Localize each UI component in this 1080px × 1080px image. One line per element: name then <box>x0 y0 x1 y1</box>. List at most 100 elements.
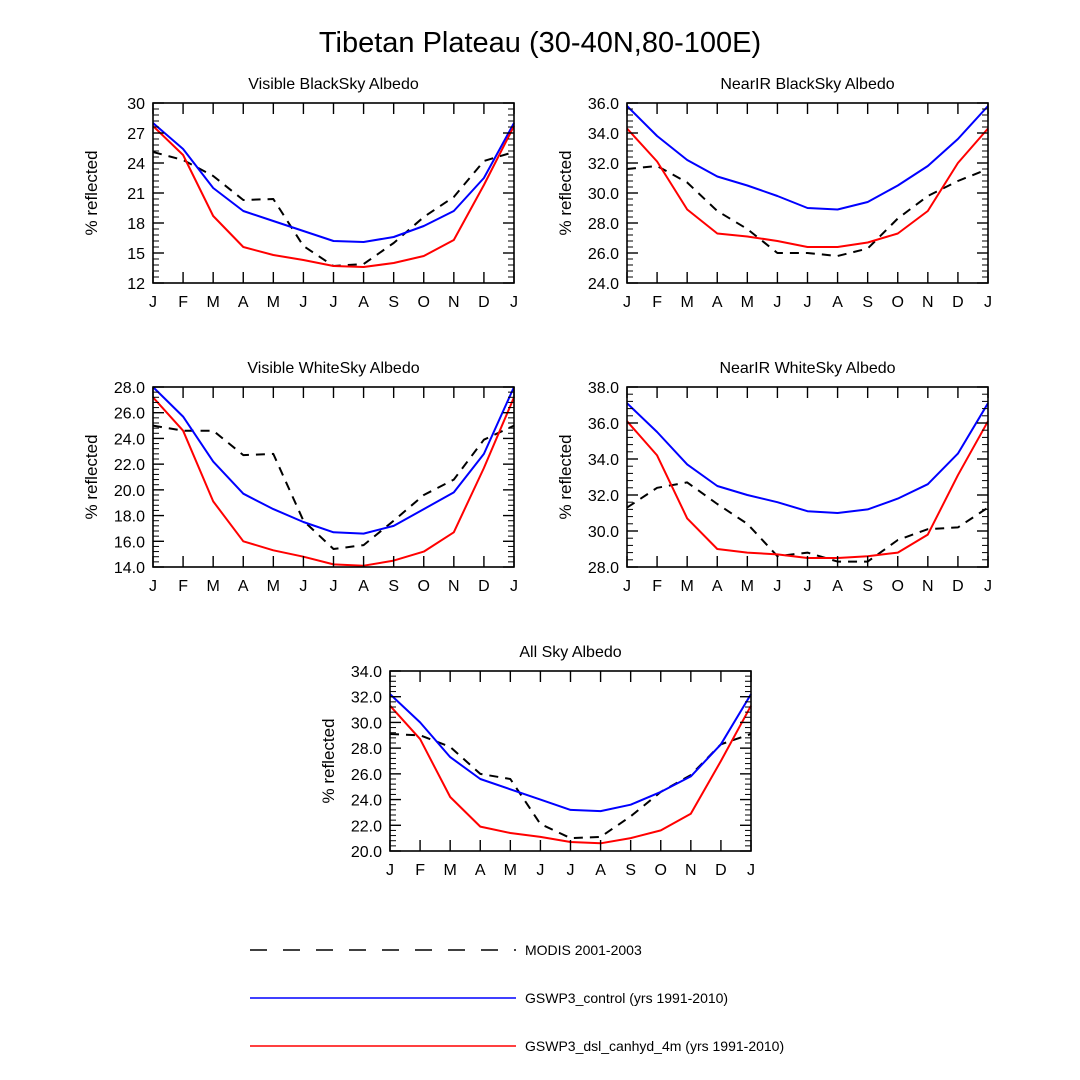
y-tick-label: 28.0 <box>351 741 382 758</box>
x-tick-label: J <box>386 862 394 879</box>
x-tick-label: A <box>832 578 843 595</box>
y-axis-label: % reflected <box>556 150 575 235</box>
y-tick-label: 36.0 <box>588 96 619 113</box>
plot-frame <box>152 386 515 568</box>
series-line-dsl <box>389 705 752 845</box>
x-tick-label: M <box>207 294 220 311</box>
series-line-modis <box>152 151 515 267</box>
y-tick-label: 16.0 <box>114 534 145 551</box>
chart-panel: Visible WhiteSky Albedo % reflected J F M A M J… <box>82 360 518 595</box>
series-line-dsl <box>626 127 989 248</box>
x-tick-label: M <box>444 862 457 879</box>
x-tick-label: J <box>623 578 631 595</box>
y-axis-label: % reflected <box>82 150 101 235</box>
y-tick-label: 30 <box>127 96 145 113</box>
x-tick-label: J <box>299 578 307 595</box>
y-tick-label: 38.0 <box>588 380 619 397</box>
y-tick-label: 30.0 <box>351 715 382 732</box>
chart-panels: Visible BlackSky Albedo % reflected J F M A M J… <box>82 76 992 879</box>
y-tick-label: 28.0 <box>588 560 619 577</box>
series-line-control <box>389 693 752 813</box>
x-tick-label: A <box>238 294 249 311</box>
y-tick-label: 34.0 <box>588 452 619 469</box>
series-line-modis <box>152 424 515 550</box>
series-line-control <box>626 402 989 514</box>
x-tick-label: O <box>418 294 430 311</box>
x-tick-label: A <box>832 294 843 311</box>
y-tick-label: 26.0 <box>114 406 145 423</box>
series-line-modis <box>626 165 989 257</box>
y-tick-label: 24 <box>127 156 145 173</box>
x-tick-label: M <box>267 294 280 311</box>
y-tick-label: 34.0 <box>588 126 619 143</box>
x-tick-label: S <box>388 578 399 595</box>
y-tick-label: 28.0 <box>114 380 145 397</box>
x-tick-label: J <box>567 862 575 879</box>
y-tick-label: 32.0 <box>588 156 619 173</box>
legend-label-dsl: GSWP3_dsl_canhyd_4m (yrs 1991-2010) <box>525 1038 784 1054</box>
series-line-control <box>152 386 515 535</box>
x-tick-label: N <box>922 294 934 311</box>
x-tick-label: J <box>149 578 157 595</box>
y-tick-label: 32.0 <box>588 488 619 505</box>
series-line-dsl <box>626 420 989 559</box>
y-tick-label: 20.0 <box>351 844 382 861</box>
x-tick-label: A <box>358 294 369 311</box>
x-tick-label: A <box>358 578 369 595</box>
x-tick-label: D <box>952 294 964 311</box>
x-tick-label: F <box>415 862 425 879</box>
y-tick-label: 12 <box>127 276 145 293</box>
x-tick-label: A <box>712 294 723 311</box>
x-tick-label: A <box>238 578 249 595</box>
y-tick-label: 30.0 <box>588 524 619 541</box>
x-tick-label: D <box>478 578 490 595</box>
y-tick-label: 24.0 <box>351 793 382 810</box>
y-tick-label: 26.0 <box>588 246 619 263</box>
series-line-control <box>626 105 989 211</box>
y-tick-label: 24.0 <box>588 276 619 293</box>
x-tick-label: S <box>388 294 399 311</box>
x-tick-label: M <box>681 294 694 311</box>
y-tick-label: 22.0 <box>351 818 382 835</box>
x-tick-label: J <box>536 862 544 879</box>
x-tick-label: O <box>892 294 904 311</box>
plot-frame <box>152 102 515 284</box>
chart-panel: Visible BlackSky Albedo % reflected J F M A M J… <box>82 76 518 311</box>
y-axis-label: % reflected <box>82 434 101 519</box>
y-tick-label: 21 <box>127 186 145 203</box>
x-tick-label: O <box>892 578 904 595</box>
panel-title: NearIR BlackSky Albedo <box>720 76 894 93</box>
series-line-dsl <box>152 125 515 268</box>
x-tick-label: S <box>862 578 873 595</box>
y-tick-label: 36.0 <box>588 416 619 433</box>
x-tick-label: A <box>475 862 486 879</box>
x-tick-label: M <box>267 578 280 595</box>
series-line-modis <box>626 481 989 563</box>
x-tick-label: N <box>922 578 934 595</box>
x-tick-label: F <box>178 578 188 595</box>
panel-title: Visible WhiteSky Albedo <box>247 360 419 377</box>
series-line-control <box>152 122 515 243</box>
x-tick-label: J <box>804 578 812 595</box>
x-tick-label: M <box>681 578 694 595</box>
x-tick-label: J <box>299 294 307 311</box>
x-tick-label: J <box>773 578 781 595</box>
x-tick-label: D <box>478 294 490 311</box>
x-tick-label: J <box>149 294 157 311</box>
x-tick-label: J <box>984 294 992 311</box>
legend: MODIS 2001-2003 GSWP3_control (yrs 1991-2… <box>250 942 784 1054</box>
y-tick-label: 27 <box>127 126 145 143</box>
y-tick-label: 26.0 <box>351 767 382 784</box>
x-tick-label: D <box>952 578 964 595</box>
y-tick-label: 15 <box>127 246 145 263</box>
x-tick-label: F <box>652 578 662 595</box>
chart-panel: NearIR WhiteSky Albedo % reflected J F M A M J J… <box>556 360 992 595</box>
panel-title: Visible BlackSky Albedo <box>248 76 419 93</box>
x-tick-label: M <box>504 862 517 879</box>
y-tick-label: 30.0 <box>588 186 619 203</box>
x-tick-label: O <box>418 578 430 595</box>
legend-label-modis: MODIS 2001-2003 <box>525 942 642 958</box>
chart-panel: NearIR BlackSky Albedo % reflected J F M A M J J… <box>556 76 992 311</box>
